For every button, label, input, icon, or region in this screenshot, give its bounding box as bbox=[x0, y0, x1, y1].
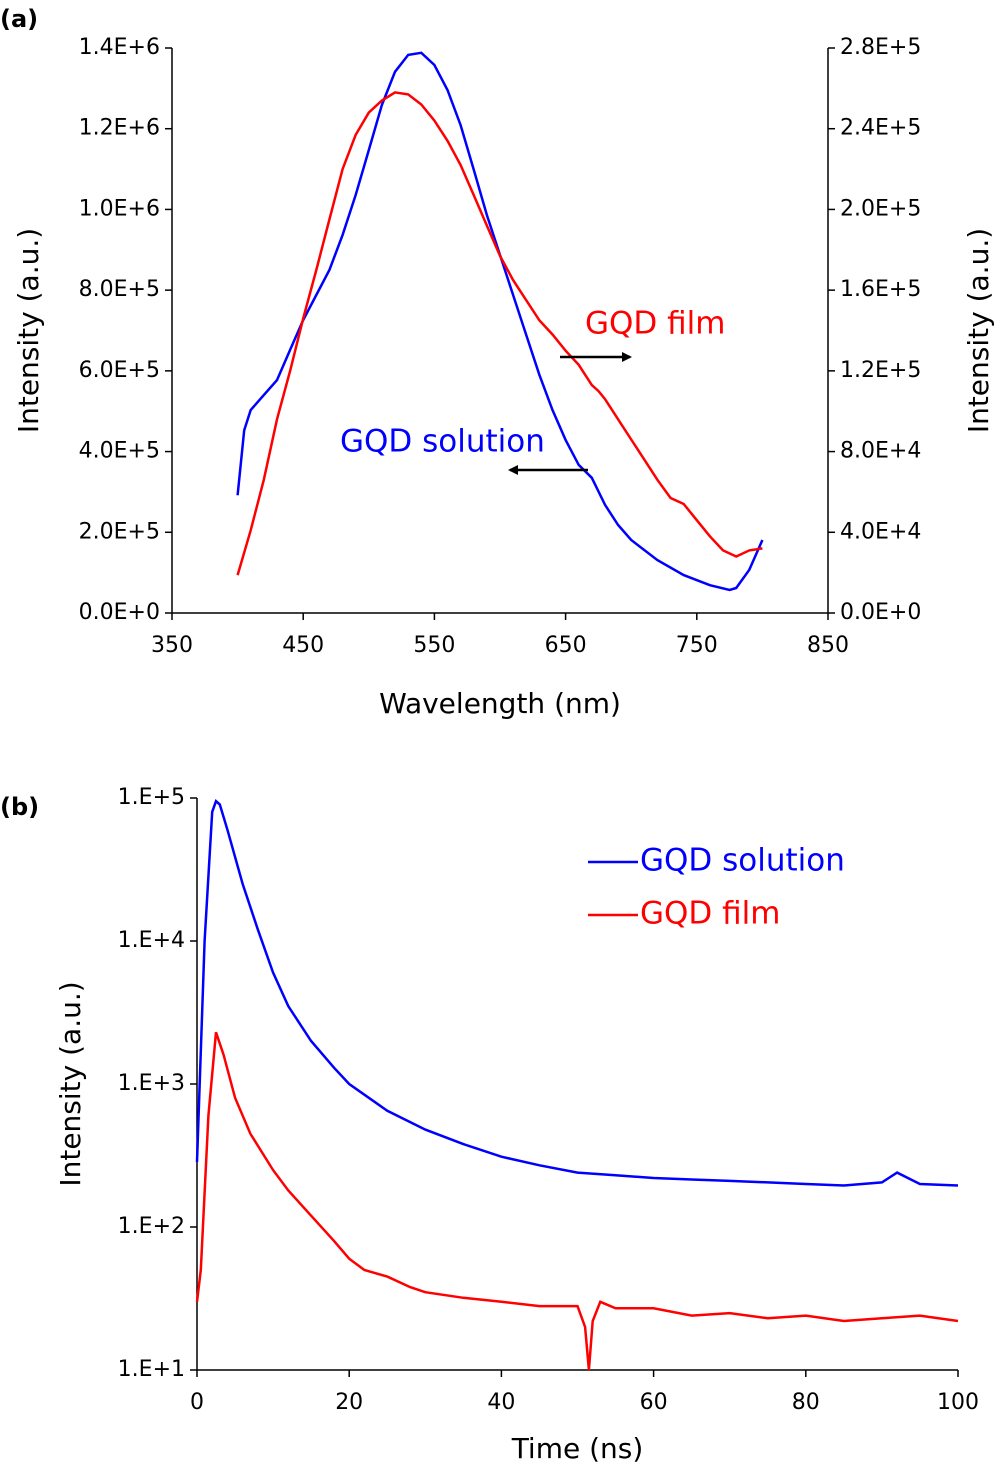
x-tick-label: 450 bbox=[282, 633, 324, 658]
x-tick-label: 0 bbox=[190, 1390, 204, 1415]
y-tick-label: 1.E+4 bbox=[118, 928, 185, 953]
y-axis-title: Intensity (a.u.) bbox=[12, 228, 45, 433]
x-tick-label: 20 bbox=[335, 1390, 363, 1415]
y2-tick-label: 2.0E+5 bbox=[840, 196, 921, 221]
x-axis-title: Time (ns) bbox=[511, 1432, 644, 1465]
y2-tick-label: 1.6E+5 bbox=[840, 277, 921, 302]
series-line bbox=[195, 1031, 959, 1371]
y-tick-label: 1.0E+6 bbox=[79, 196, 160, 221]
series-line bbox=[236, 51, 764, 592]
y-tick-label: 4.0E+5 bbox=[79, 439, 160, 464]
y-tick-label: 1.2E+6 bbox=[79, 116, 160, 141]
y2-tick-label: 0.0E+0 bbox=[840, 600, 921, 625]
y2-tick-label: 1.2E+5 bbox=[840, 358, 921, 383]
y-tick-label: 1.4E+6 bbox=[79, 35, 160, 60]
x-axis-title: Wavelength (nm) bbox=[379, 687, 621, 720]
y2-tick-label: 2.4E+5 bbox=[840, 116, 921, 141]
x-tick-label: 750 bbox=[676, 633, 718, 658]
x-tick-label: 550 bbox=[413, 633, 455, 658]
x-tick-label: 100 bbox=[937, 1390, 979, 1415]
x-tick-label: 850 bbox=[807, 633, 849, 658]
y-tick-label: 6.0E+5 bbox=[79, 358, 160, 383]
panel-label: (b) bbox=[0, 793, 39, 821]
x-tick-label: 80 bbox=[792, 1390, 820, 1415]
y-axis-title: Intensity (a.u.) bbox=[54, 981, 87, 1186]
y2-tick-label: 2.8E+5 bbox=[840, 35, 921, 60]
y-tick-label: 2.0E+5 bbox=[79, 519, 160, 544]
y-tick-label: 1.E+2 bbox=[118, 1214, 185, 1239]
series-line bbox=[236, 91, 763, 576]
series-line bbox=[195, 799, 959, 1187]
y-tick-label: 1.E+5 bbox=[118, 785, 185, 810]
annotation: GQD film bbox=[585, 306, 725, 342]
x-tick-label: 350 bbox=[151, 633, 193, 658]
panel-label: (a) bbox=[0, 5, 38, 33]
y2-tick-label: 4.0E+4 bbox=[840, 519, 921, 544]
x-tick-label: 650 bbox=[545, 633, 587, 658]
y2-tick-label: 8.0E+4 bbox=[840, 439, 921, 464]
x-tick-label: 40 bbox=[487, 1390, 515, 1415]
y-tick-label: 1.E+1 bbox=[118, 1357, 185, 1382]
y2-axis-title: Intensity (a.u.) bbox=[962, 228, 995, 433]
x-tick-label: 60 bbox=[640, 1390, 668, 1415]
y-tick-label: 0.0E+0 bbox=[79, 600, 160, 625]
legend-label: GQD solution bbox=[640, 843, 845, 879]
annotation: GQD solution bbox=[340, 424, 545, 460]
legend-label: GQD film bbox=[640, 896, 780, 932]
y-tick-label: 1.E+3 bbox=[118, 1071, 185, 1096]
y-tick-label: 8.0E+5 bbox=[79, 277, 160, 302]
